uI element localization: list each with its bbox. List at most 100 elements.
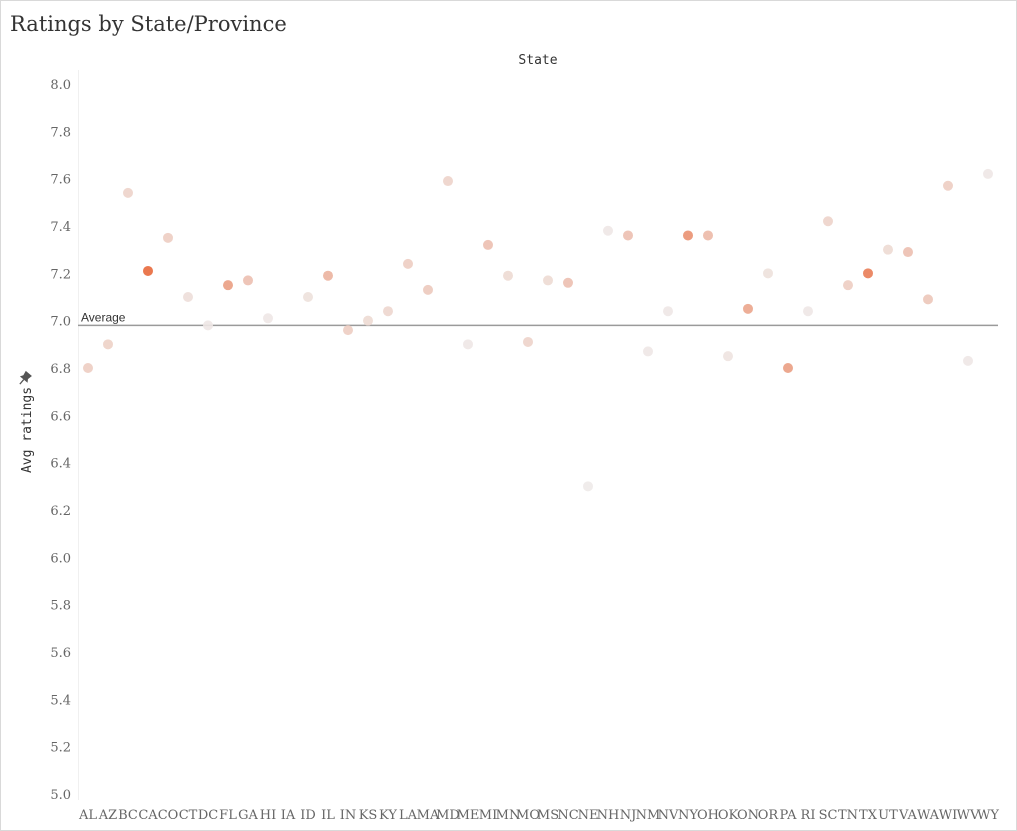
data-point-al[interactable]	[83, 363, 93, 373]
x-tick-label: WA	[917, 808, 940, 823]
y-tick-label: 6.0	[50, 551, 71, 566]
x-tick-label: CT	[179, 808, 198, 823]
data-point-me[interactable]	[463, 339, 473, 350]
x-tick-label: NY	[678, 808, 698, 823]
data-point-bc[interactable]	[123, 187, 133, 198]
y-tick-label: 6.4	[50, 457, 71, 472]
data-point-dc[interactable]	[203, 320, 213, 331]
y-tick-label: 8.0	[50, 78, 71, 93]
y-tick-label: 5.8	[50, 599, 71, 614]
data-point-ut[interactable]	[883, 244, 893, 255]
x-tick-label: MI	[479, 808, 497, 823]
data-point-la[interactable]	[403, 258, 413, 269]
y-tick-label: 6.8	[50, 362, 71, 377]
data-point-ca[interactable]	[143, 265, 153, 276]
x-tick-label: PA	[780, 808, 798, 823]
data-point-mo[interactable]	[523, 336, 533, 347]
data-point-nv[interactable]	[663, 306, 673, 317]
x-tick-label: FL	[219, 808, 237, 823]
x-tick-label: IA	[281, 808, 296, 823]
y-tick-label: 5.2	[50, 741, 71, 756]
x-tick-label: HI	[260, 808, 276, 823]
x-tick-label: DC	[198, 808, 218, 823]
y-axis-title: Avg ratings	[20, 387, 35, 473]
x-ticks: AL AZ BC CA CO CT DC FL GA HI IA ID IL IN KS KY LA MAMDME…	[78, 808, 999, 823]
data-point-tx[interactable]	[863, 268, 873, 279]
data-point-tn[interactable]	[843, 280, 853, 291]
y-tick-label: 5.6	[50, 646, 71, 661]
x-tick-label: NH	[597, 808, 620, 823]
data-point-wa[interactable]	[923, 294, 933, 305]
x-tick-label: OH	[697, 808, 719, 823]
x-tick-label: NV	[658, 808, 679, 823]
data-point-sc[interactable]	[823, 216, 833, 227]
data-point-az[interactable]	[103, 339, 113, 350]
data-point-ct[interactable]	[183, 292, 193, 302]
data-point-ri[interactable]	[803, 306, 813, 317]
x-axis-title: State	[518, 53, 557, 68]
data-point-pa[interactable]	[783, 363, 793, 373]
data-point-ok[interactable]	[723, 351, 733, 362]
data-point-nc[interactable]	[563, 277, 573, 288]
average-label: Average	[81, 310, 126, 324]
data-point-wi[interactable]	[943, 180, 953, 191]
data-point-va[interactable]	[903, 247, 913, 258]
data-point-nh[interactable]	[603, 225, 613, 236]
data-point-co[interactable]	[163, 232, 173, 243]
x-tick-label: NM	[636, 808, 661, 823]
data-point-md[interactable]	[443, 176, 453, 187]
x-tick-label: ID	[300, 808, 316, 823]
x-tick-label: WY	[977, 808, 999, 823]
data-point-ne[interactable]	[583, 481, 593, 492]
y-tick-label: 5.0	[50, 788, 71, 803]
data-point-ma[interactable]	[423, 284, 433, 295]
x-tick-label: UT	[878, 808, 898, 823]
data-point-id[interactable]	[303, 292, 313, 302]
data-point-hi[interactable]	[263, 313, 273, 324]
x-tick-label: MA	[417, 808, 440, 823]
x-tick-label: AL	[78, 808, 97, 823]
y-tick-label: 6.6	[50, 409, 71, 424]
x-tick-label: ME	[457, 808, 480, 823]
data-point-wy[interactable]	[983, 168, 993, 179]
data-point-ms[interactable]	[543, 275, 553, 286]
x-tick-label: TX	[859, 808, 878, 823]
x-tick-label: BC	[118, 808, 138, 823]
x-tick-label: RI	[801, 808, 816, 823]
data-point-nm[interactable]	[643, 346, 653, 357]
x-tick-label: GA	[238, 808, 258, 823]
x-tick-label: MS	[537, 808, 559, 823]
y-tick-label: 7.0	[50, 315, 71, 330]
data-point-ky[interactable]	[383, 306, 393, 317]
x-tick-label: CO	[158, 808, 179, 823]
data-point-ny[interactable]	[683, 230, 693, 241]
pin-icon[interactable]	[16, 370, 33, 387]
data-point-mn[interactable]	[503, 270, 513, 281]
x-tick-label: AZ	[98, 808, 117, 823]
x-tick-label: NC	[557, 808, 578, 823]
data-point-ks[interactable]	[363, 315, 373, 326]
data-point-in[interactable]	[343, 325, 353, 336]
data-point-wv[interactable]	[963, 355, 973, 366]
data-point-fl[interactable]	[223, 280, 233, 291]
data-point-nj[interactable]	[623, 230, 633, 241]
x-tick-label: TN	[838, 808, 858, 823]
y-tick-label: 7.6	[50, 173, 71, 188]
data-point-or[interactable]	[763, 268, 773, 279]
x-tick-label: MN	[496, 808, 521, 823]
x-tick-label: IN	[340, 808, 357, 823]
data-points	[83, 168, 993, 492]
data-point-ga[interactable]	[243, 275, 253, 286]
x-tick-label: WV	[957, 808, 980, 823]
y-tick-label: 7.8	[50, 125, 71, 140]
y-tick-label: 6.2	[50, 504, 71, 519]
x-tick-label: NJ	[620, 808, 637, 823]
y-axis-title-group: Avg ratings	[20, 387, 35, 473]
data-point-oh[interactable]	[703, 230, 713, 241]
data-point-on[interactable]	[743, 303, 753, 314]
x-tick-label: KY	[379, 808, 397, 823]
x-tick-label: WI	[939, 808, 958, 823]
x-tick-label: ON	[737, 808, 759, 823]
data-point-mi[interactable]	[483, 239, 493, 250]
data-point-il[interactable]	[323, 270, 333, 281]
